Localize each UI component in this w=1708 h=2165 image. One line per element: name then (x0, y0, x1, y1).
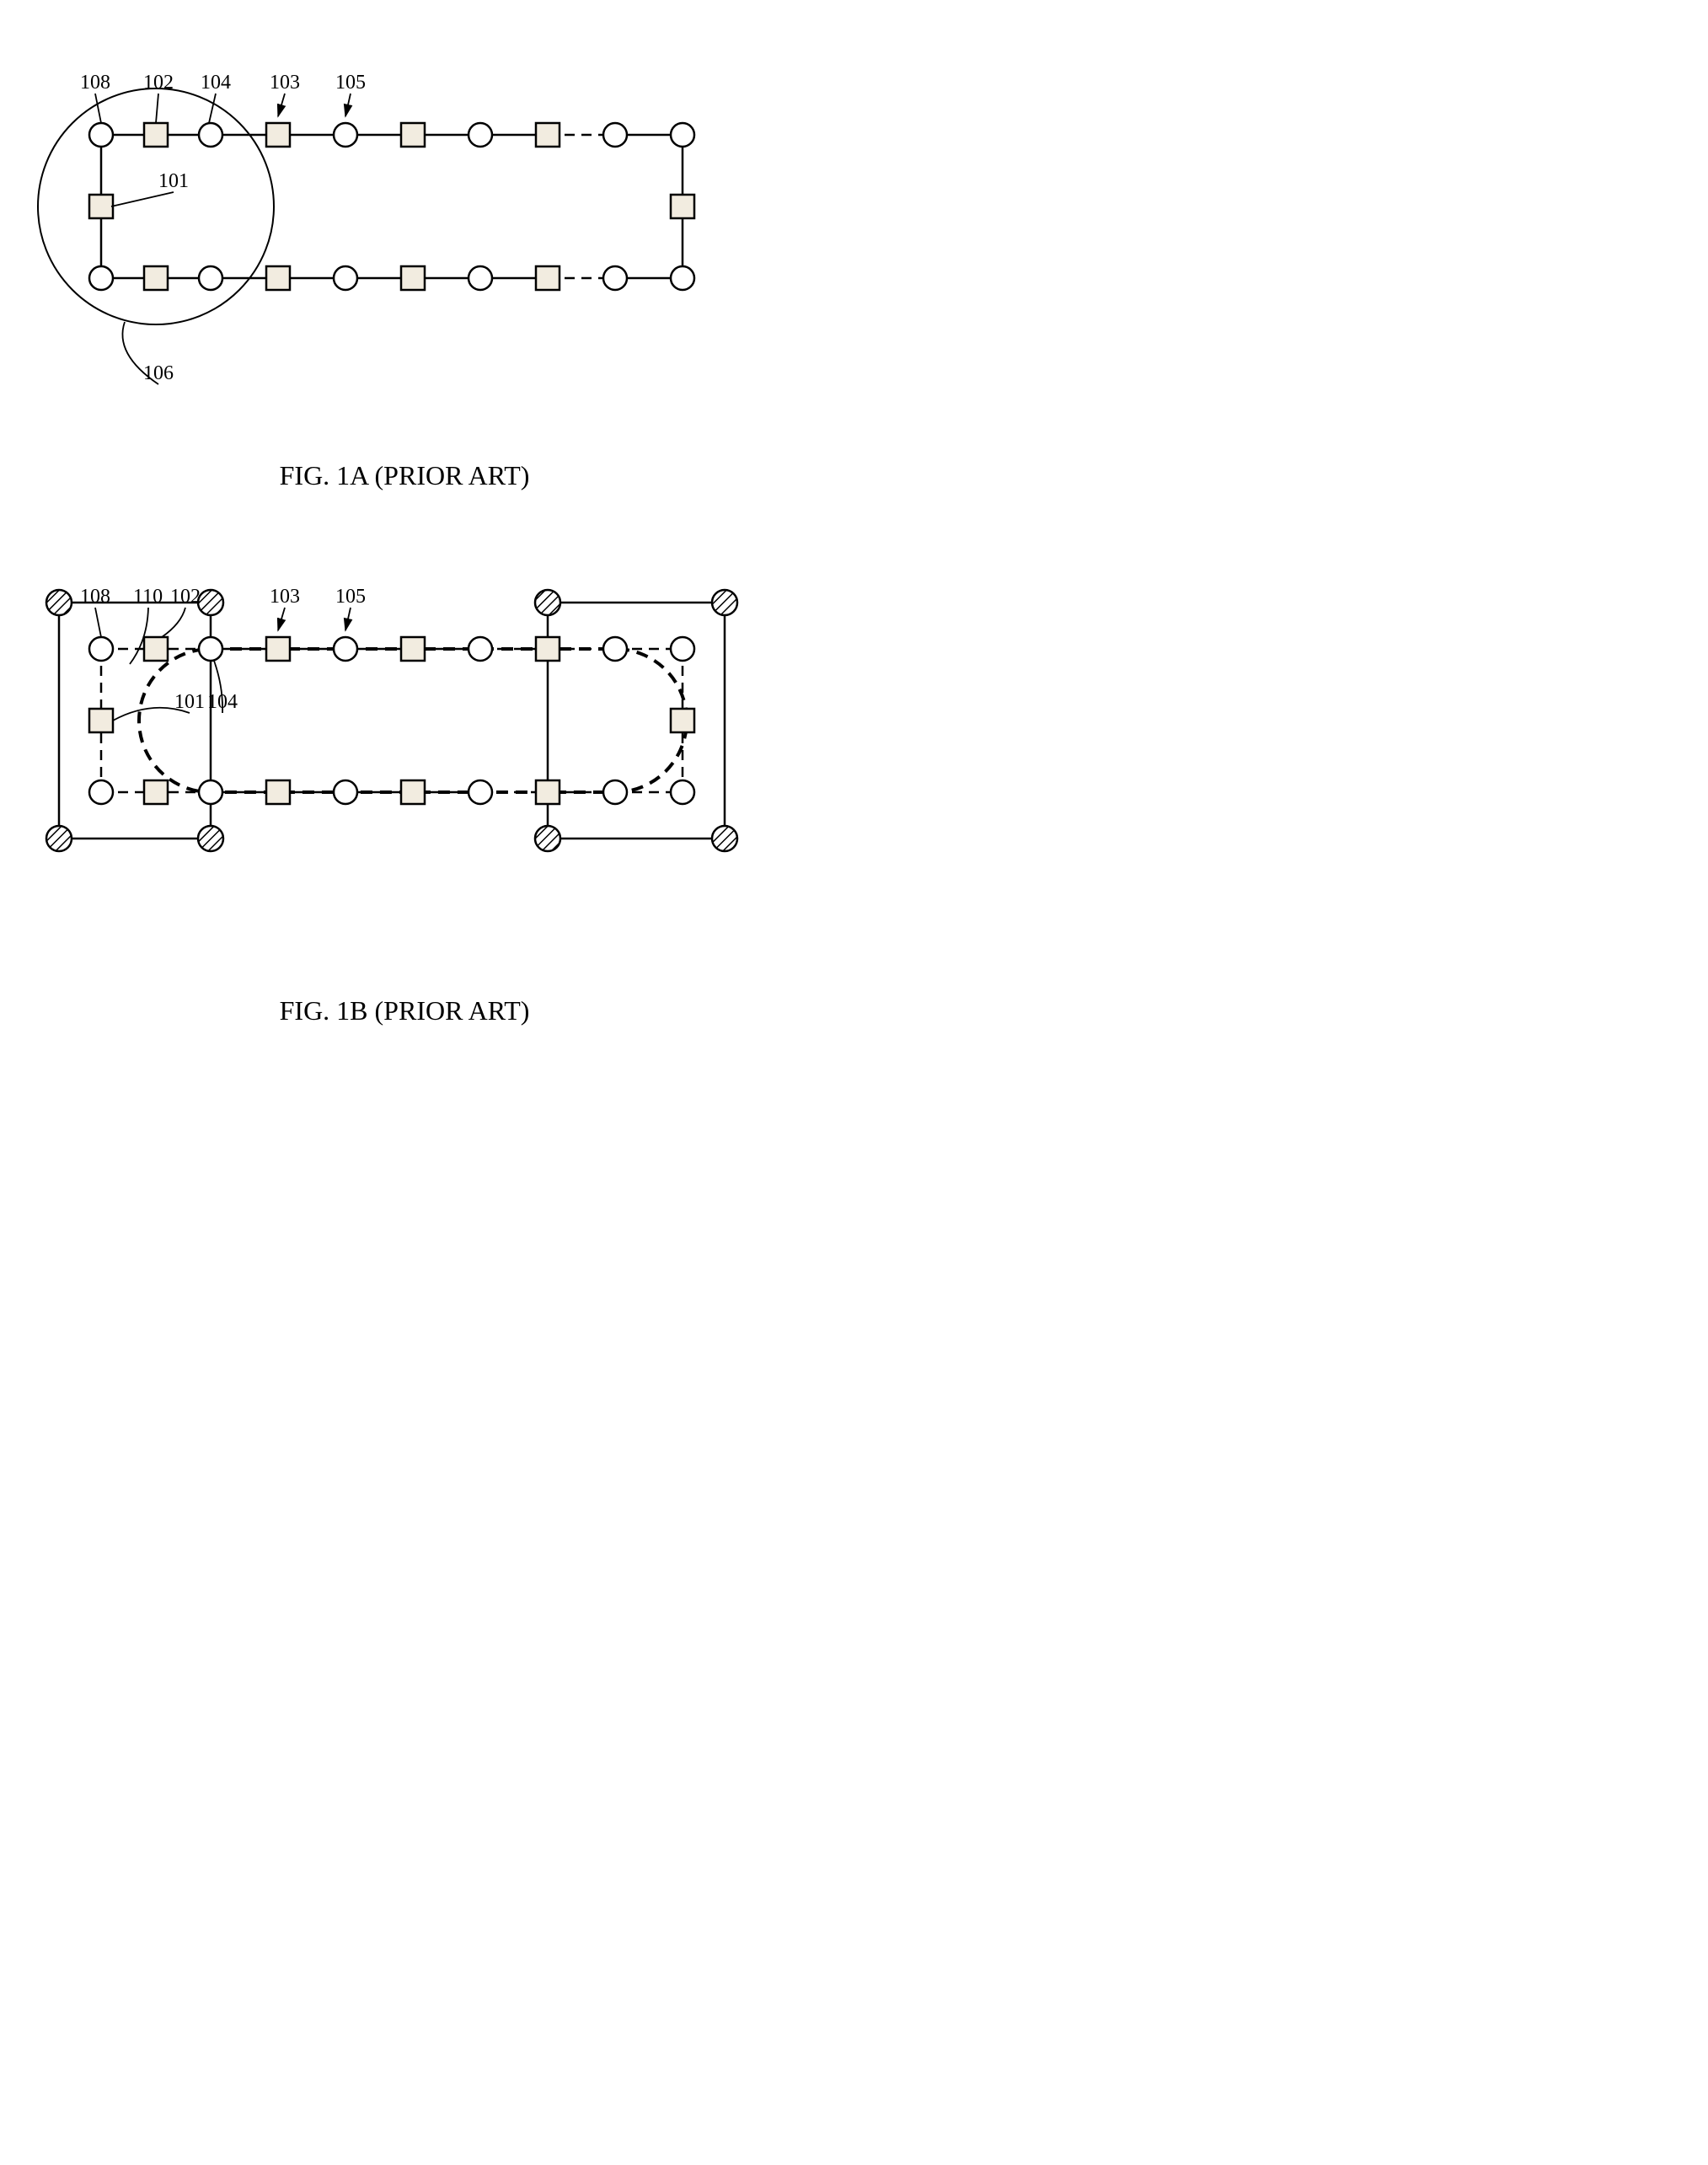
hatched-circle (535, 590, 560, 615)
node-circle (671, 266, 694, 290)
node-circle (199, 780, 222, 804)
node-square (536, 780, 560, 804)
node-circle (334, 266, 357, 290)
hatched-circle (535, 826, 560, 851)
leader-line (111, 192, 174, 206)
label-text: 102 (143, 72, 174, 94)
node-circle (468, 266, 492, 290)
label-text: 101 (158, 170, 189, 192)
node-square (536, 637, 560, 661)
leader-line (95, 94, 101, 123)
node-circle (89, 266, 113, 290)
hatched-circle (712, 826, 737, 851)
label-text: 104 (207, 691, 238, 713)
label-text: 105 (335, 586, 366, 608)
node-circle (89, 637, 113, 661)
hatched-circle (46, 590, 72, 615)
node-circle (334, 123, 357, 147)
label-text: FIG. 1B (PRIOR ART) (280, 995, 530, 1026)
node-square (536, 266, 560, 290)
node-square (266, 123, 290, 147)
leader-line (156, 94, 158, 123)
label-text: 103 (270, 72, 300, 94)
node-square (144, 637, 168, 661)
label-text: 101 (174, 691, 205, 713)
node-circle (603, 123, 627, 147)
figure-1a: 108 102 104 103 105 101 106 FIG. 1A (PRIOR ART) (38, 72, 694, 490)
label-text: 102 (170, 586, 201, 608)
node-square (536, 123, 560, 147)
node-square (401, 780, 425, 804)
node-circle (603, 266, 627, 290)
node-circle (468, 637, 492, 661)
node-square (144, 266, 168, 290)
node-circle (199, 637, 222, 661)
leader-line (345, 608, 351, 630)
label-text: 106 (143, 362, 174, 384)
label-text: 105 (335, 72, 366, 94)
label-text: 108 (80, 586, 110, 608)
leader-line (209, 94, 216, 123)
node-circle (199, 266, 222, 290)
diagram-svg: 108 102 104 103 105 101 106 FIG. 1A (PRIOR ART)… (0, 0, 809, 1079)
node-square (401, 123, 425, 147)
node-square (89, 709, 113, 732)
node-square (144, 123, 168, 147)
hatched-circle (46, 826, 72, 851)
leader-line (278, 608, 285, 630)
node-circle (671, 637, 694, 661)
node-square (671, 195, 694, 218)
node-circle (199, 123, 222, 147)
curve-110 (139, 649, 687, 792)
node-circle (89, 780, 113, 804)
figure-1b: 108 110 102 101104 103 105 FIG. 1B (PRIOR ART) (46, 586, 737, 1026)
label-text: 103 (270, 586, 300, 608)
node-circle (468, 123, 492, 147)
node-square (266, 266, 290, 290)
node-circle (671, 780, 694, 804)
node-square (266, 637, 290, 661)
outer-frame (548, 603, 725, 839)
node-square (671, 709, 694, 732)
leader-line (345, 94, 351, 116)
node-circle (671, 123, 694, 147)
hatched-circle (198, 826, 223, 851)
label-text: 104 (201, 72, 231, 94)
leader-line (95, 608, 101, 637)
node-square (401, 637, 425, 661)
node-square (266, 780, 290, 804)
node-circle (89, 123, 113, 147)
node-circle (603, 780, 627, 804)
node-circle (603, 637, 627, 661)
outer-frame (59, 603, 211, 839)
node-circle (334, 637, 357, 661)
leader-line (278, 94, 285, 116)
node-circle (334, 780, 357, 804)
node-square (89, 195, 113, 218)
hatched-circle (198, 590, 223, 615)
node-square (401, 266, 425, 290)
node-circle (468, 780, 492, 804)
label-text: 110 (133, 586, 163, 608)
label-text: 108 (80, 72, 110, 94)
node-square (144, 780, 168, 804)
label-text: FIG. 1A (PRIOR ART) (280, 460, 530, 490)
hatched-circle (712, 590, 737, 615)
leader-line (162, 608, 185, 637)
